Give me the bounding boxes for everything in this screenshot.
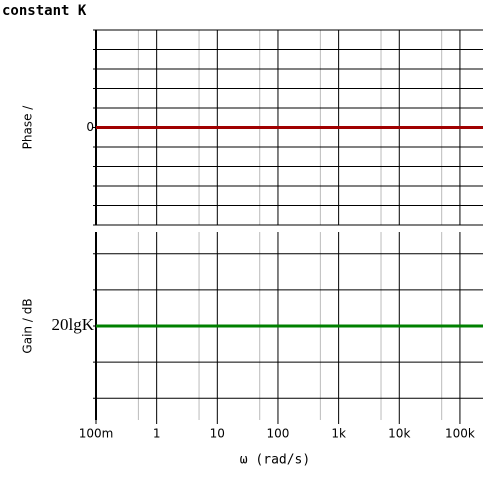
x-tick-label: 10k [388,427,410,441]
x-tick-label: 100k [445,427,475,441]
x-tick-label: 100m [79,427,114,441]
chart-title: constant K [2,3,87,19]
x-axis-label: ω (rad/s) [240,453,310,468]
x-tick-label: 1 [153,427,161,441]
y-axis-label: Gain / dB [21,298,35,353]
x-tick-label: 10 [210,427,225,441]
y-axis-label: Phase / [21,105,35,150]
y-tick-label: 0 [86,120,94,134]
x-tick-label: 1k [331,427,346,441]
x-tick-label: 100 [267,427,290,441]
y-tick-label: 20lgK [52,315,95,334]
